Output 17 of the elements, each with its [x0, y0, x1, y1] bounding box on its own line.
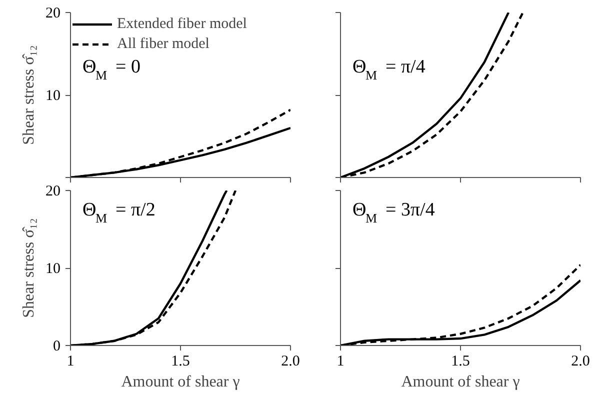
- y-tick-label: 10: [46, 88, 60, 104]
- y-tick-label: 20: [46, 6, 60, 22]
- x-tick-label: 1.5: [451, 354, 470, 370]
- x-tick-label: 2.0: [281, 354, 300, 370]
- x-tick-label: 2.0: [571, 354, 590, 370]
- x-axis-title: Amount of shear γ: [121, 374, 240, 390]
- y-tick-label: 10: [46, 261, 60, 277]
- y-tick-label: 20: [46, 184, 60, 200]
- x-tick-label: 1: [336, 354, 344, 370]
- legend-label: Extended fiber model: [117, 16, 247, 32]
- x-tick-label: 1.5: [171, 354, 190, 370]
- y-tick-label: 0: [53, 338, 60, 354]
- y-axis-title: Shear stress σ̂₁₂: [20, 45, 38, 145]
- x-axis-title: Amount of shear γ: [401, 374, 520, 390]
- legend-label: All fiber model: [117, 36, 210, 52]
- y-axis-title: Shear stress σ̂₁₂: [20, 218, 38, 318]
- x-tick-label: 1: [66, 354, 74, 370]
